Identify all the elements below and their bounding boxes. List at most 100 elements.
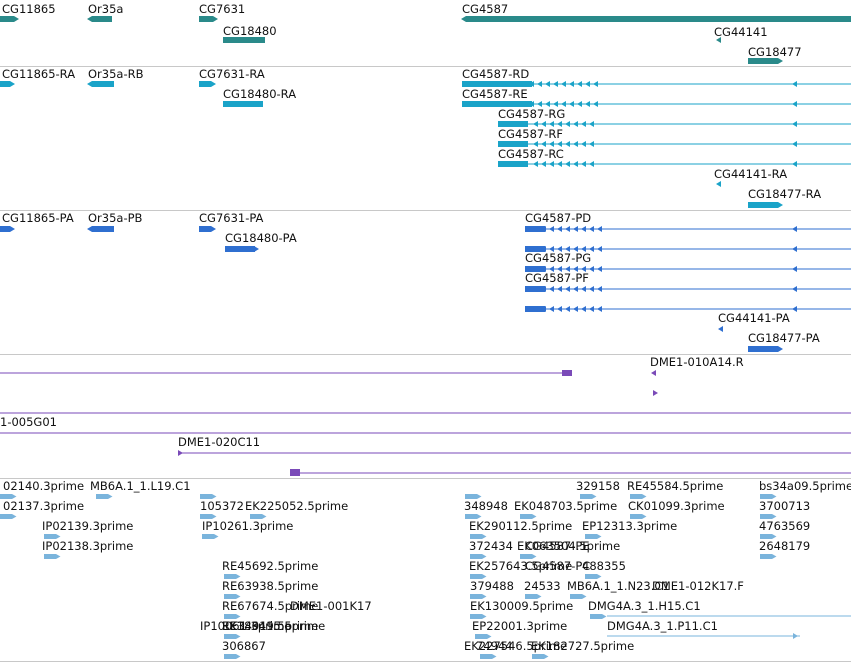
est-feature[interactable] — [224, 614, 236, 619]
est-feature[interactable] — [585, 534, 597, 539]
transcript-exon[interactable] — [498, 161, 528, 167]
ests-label-329158[interactable]: 329158 — [576, 479, 620, 493]
est-feature[interactable] — [465, 514, 477, 519]
ests-label-ep12313-3prime[interactable]: EP12313.3prime — [582, 519, 678, 533]
est-feature[interactable] — [0, 494, 12, 499]
ests-label-4763569[interactable]: 4763569 — [759, 519, 811, 533]
est-feature[interactable] — [200, 494, 212, 499]
ests-label-ck01099-3prime[interactable]: CK01099.3prime — [628, 499, 725, 513]
est-feature[interactable] — [224, 634, 236, 639]
ests-label-488355[interactable]: 488355 — [582, 559, 626, 573]
transcripts-label-cg4587-rf[interactable]: CG4587-RF — [498, 127, 563, 141]
transcripts-label-or35a-rb[interactable]: Or35a-RB — [88, 67, 144, 81]
transcripts-label-cg11865-ra[interactable]: CG11865-RA — [2, 67, 76, 81]
est-feature[interactable] — [760, 494, 772, 499]
ests-label-02140-3prime[interactable]: 02140.3prime — [3, 479, 85, 493]
est-feature[interactable] — [520, 514, 532, 519]
ests-label-mb6a-1-1-n23-c1[interactable]: MB6A.1_1.N23.C1 — [567, 579, 670, 593]
gene-feature[interactable] — [466, 16, 851, 22]
transcripts-label-cg4587-rg[interactable]: CG4587-RG — [498, 107, 566, 121]
ests-label-ek186415-5prime[interactable]: EK186415.5prime — [222, 619, 326, 633]
protein-feature[interactable] — [199, 226, 211, 232]
est-feature[interactable] — [590, 614, 602, 619]
ests-label-3700713[interactable]: 3700713 — [759, 499, 811, 513]
proteins-label-cg4587-pg[interactable]: CG4587-PG — [525, 251, 592, 265]
est-feature[interactable] — [520, 554, 532, 559]
gene-feature[interactable] — [223, 37, 265, 43]
ests-label-ip02138-3prime[interactable]: IP02138.3prime — [42, 539, 134, 553]
gene-feature[interactable] — [748, 58, 778, 64]
est-feature[interactable] — [224, 594, 236, 599]
est-feature[interactable] — [760, 554, 772, 559]
proteins-label-cg18477-pa[interactable]: CG18477-PA — [748, 331, 820, 345]
transcripts-label-cg7631-ra[interactable]: CG7631-RA — [199, 67, 265, 81]
genes-label-or35a[interactable]: Or35a — [88, 2, 124, 16]
proteins-label-cg4587-pc[interactable]: CG4587-PC — [525, 559, 591, 573]
ests-label-bs34a09-5prime[interactable]: bs34a09.5prime — [759, 479, 851, 493]
transcripts-label-cg4587-rc[interactable]: CG4587-RC — [498, 147, 564, 161]
genes-label-cg18477[interactable]: CG18477 — [748, 45, 802, 59]
est-feature[interactable] — [580, 494, 592, 499]
transcripts-label-cg4587-re[interactable]: CG4587-RE — [462, 87, 528, 101]
est-feature[interactable] — [470, 614, 482, 619]
genes-label-cg4587[interactable]: CG4587 — [462, 2, 509, 16]
est-feature[interactable] — [224, 574, 236, 579]
ests-label-mb6a-1-1-l19-c1[interactable]: MB6A.1_1.L19.C1 — [90, 479, 191, 493]
proteins-label-cg4587-pf[interactable]: CG4587-PF — [525, 271, 589, 285]
gene-feature[interactable] — [0, 16, 14, 22]
transcripts-label-cg18477-ra[interactable]: CG18477-RA — [748, 187, 822, 201]
clones-label-dme1-012k17-f[interactable]: DME1-012K17.F — [652, 579, 744, 593]
ests-label-dmg4a-3-1-p11-c1[interactable]: DMG4A.3_1.P11.C1 — [607, 619, 718, 633]
proteins-label-cg18480-pa[interactable]: CG18480-PA — [225, 231, 297, 245]
est-feature[interactable] — [200, 514, 212, 519]
clone-end[interactable] — [290, 469, 300, 476]
ests-label-24533[interactable]: 24533 — [524, 579, 561, 593]
est-feature[interactable] — [470, 554, 482, 559]
transcript-exon[interactable] — [498, 121, 528, 127]
ests-label-ek225052-5prime[interactable]: EK225052.5prime — [245, 499, 349, 513]
ests-label-re45584-5prime[interactable]: RE45584.5prime — [627, 479, 724, 493]
ests-label-re63938-5prime[interactable]: RE63938.5prime — [222, 579, 319, 593]
ests-label-105372[interactable]: 105372 — [200, 499, 244, 513]
transcripts-label-cg44141-ra[interactable]: CG44141-RA — [714, 167, 788, 181]
transcripts-label-cg18480-ra[interactable]: CG18480-RA — [223, 87, 297, 101]
est-feature[interactable] — [470, 574, 482, 579]
transcript-feature[interactable] — [0, 81, 10, 87]
est-feature[interactable] — [630, 494, 642, 499]
ests-label-ip02139-3prime[interactable]: IP02139.3prime — [42, 519, 134, 533]
clones-label-dme1-001k17[interactable]: DME1-001K17 — [290, 599, 372, 613]
proteins-label-cg4587-pe[interactable]: CG4587-PE — [525, 539, 590, 553]
proteins-label-cg4587-pd[interactable]: CG4587-PD — [525, 211, 592, 225]
est-feature[interactable] — [480, 654, 492, 659]
est-feature[interactable] — [465, 494, 477, 499]
ests-label-ip10261-3prime[interactable]: IP10261.3prime — [202, 519, 294, 533]
protein-feature[interactable] — [0, 226, 10, 232]
ests-label-306867[interactable]: 306867 — [222, 639, 266, 653]
est-feature[interactable] — [570, 594, 582, 599]
genes-label-cg44141[interactable]: CG44141 — [714, 25, 768, 39]
ests-label-re67674-5prime[interactable]: RE67674.5prime — [222, 599, 319, 613]
est-feature[interactable] — [475, 634, 487, 639]
est-feature[interactable] — [760, 534, 772, 539]
clones-label-1-005g01[interactable]: 1-005G01 — [0, 415, 57, 429]
transcript-feature[interactable] — [199, 81, 211, 87]
est-feature[interactable] — [224, 654, 236, 659]
proteins-label-cg7631-pa[interactable]: CG7631-PA — [199, 211, 264, 225]
genes-label-cg18480[interactable]: CG18480 — [223, 24, 277, 38]
ests-label-ep22001-3prime[interactable]: EP22001.3prime — [472, 619, 568, 633]
clone-end[interactable] — [562, 370, 572, 376]
gene-feature[interactable] — [199, 16, 213, 22]
ests-label-ek130009-5prime[interactable]: EK130009.5prime — [470, 599, 574, 613]
est-feature[interactable] — [470, 534, 482, 539]
est-feature[interactable] — [0, 514, 12, 519]
est-feature[interactable] — [96, 494, 108, 499]
ests-label-348948[interactable]: 348948 — [464, 499, 508, 513]
ests-label-ek063504-5prime[interactable]: EK063504.5prime — [517, 539, 621, 553]
est-feature[interactable] — [585, 574, 597, 579]
proteins-label-cg11865-pa[interactable]: CG11865-PA — [2, 211, 74, 225]
est-feature[interactable] — [630, 514, 642, 519]
gene-feature[interactable] — [92, 16, 112, 22]
ests-label-ek290112-5prime[interactable]: EK290112.5prime — [469, 519, 573, 533]
genes-label-cg11865[interactable]: CG11865 — [2, 2, 56, 16]
ests-label-ek257643-5prime[interactable]: EK257643.5prime — [469, 559, 573, 573]
